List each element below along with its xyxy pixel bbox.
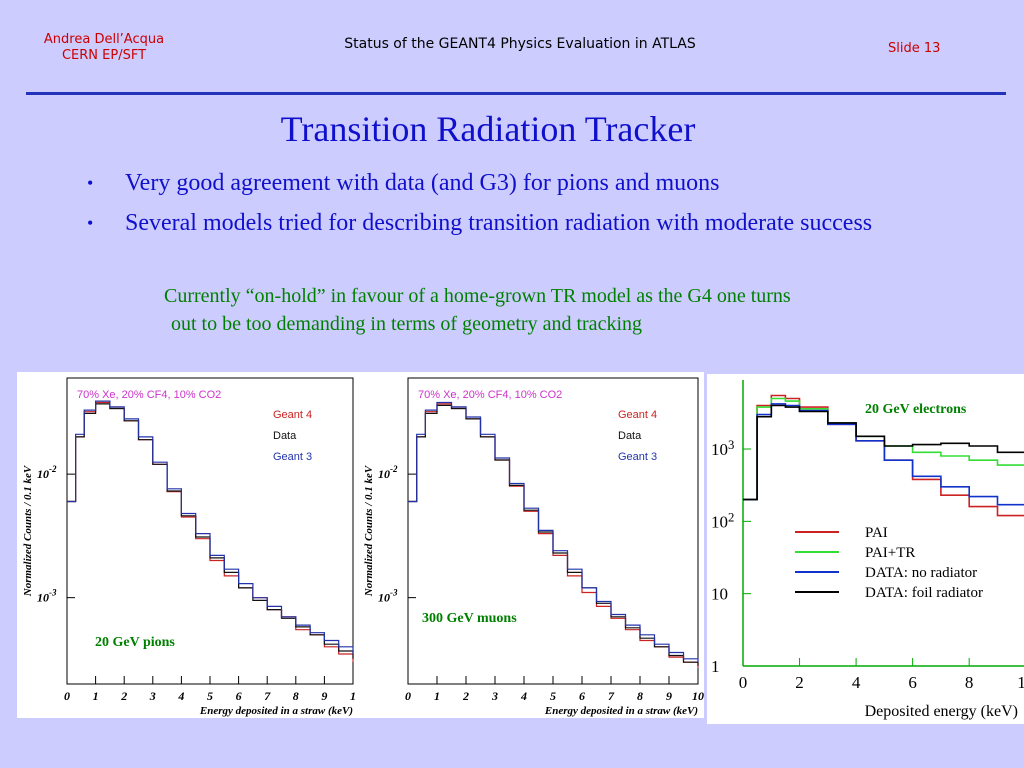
slide-number: Slide 13 — [888, 41, 941, 56]
chart-muons: 0 1 2 3 4 5 6 7 8 9 10 10-2 10-3 Energy deposited in … — [358, 372, 704, 718]
x-tick-label: 3 — [149, 689, 156, 703]
author-affiliation: CERN EP/SFT — [61, 48, 147, 63]
y-axis-label: Normalized Counts / 0.1 keV — [363, 464, 375, 597]
bullet-text: Very good agreement with data (and G3) f… — [125, 170, 720, 196]
x-tick-label: 7 — [264, 689, 271, 703]
x-tick-label: 2 — [795, 673, 804, 692]
x-tick-label: 4 — [520, 689, 527, 703]
author-label: Andrea Dell’Acqua CERN EP/SFT — [40, 32, 168, 64]
y-tick-label: 10-2 — [37, 464, 57, 481]
x-tick-label: 5 — [207, 689, 213, 703]
x-tick-label: 1 — [93, 689, 99, 703]
x-tick-label: 9 — [666, 689, 672, 703]
x-tick-label: 10 — [692, 689, 704, 703]
presentation-title: Status of the GEANT4 Physics Evaluation … — [344, 36, 696, 52]
legend-label: Data — [618, 430, 642, 442]
chart-pions: 0 1 2 3 4 5 6 7 8 9 1 10-2 10-3 Energy deposited in a… — [17, 372, 359, 718]
x-tick-label: 6 — [908, 673, 917, 692]
annotation-label: 20 GeV pions — [95, 635, 175, 650]
bullet-icon: • — [87, 173, 94, 193]
annotation-label: 20 GeV electrons — [865, 402, 967, 417]
y-tick-label: 10-3 — [37, 588, 57, 605]
x-tick-label: 0 — [739, 673, 748, 692]
sub-note-line: out to be too demanding in terms of geom… — [171, 313, 642, 335]
legend-label: PAI — [865, 525, 888, 541]
series-line — [67, 400, 354, 654]
x-tick-label: 4 — [177, 689, 184, 703]
y-axis-label: Normalized Counts / 0.1 keV — [22, 464, 34, 597]
x-tick-label: 3 — [491, 689, 498, 703]
x-tick-label: 1 — [434, 689, 440, 703]
chart-electrons: 0 2 4 6 8 10 1 10 102 103 Deposited energy (keV) 20… — [707, 374, 1024, 724]
y-tick-label: 10-3 — [378, 588, 398, 605]
legend-label: Data — [273, 430, 297, 442]
y-tick-label: 102 — [711, 510, 734, 531]
x-tick-label: 10 — [1017, 673, 1024, 692]
author-name: Andrea Dell’Acqua — [43, 32, 165, 47]
legend-label: Geant 4 — [618, 409, 657, 421]
header-divider — [26, 92, 1006, 95]
sub-note-line: Currently “on-hold” in favour of a home-… — [164, 285, 791, 307]
y-tick-label: 1 — [711, 657, 720, 676]
legend-label: DATA: foil radiator — [865, 585, 983, 601]
legend-label: DATA: no radiator — [865, 565, 977, 581]
gas-mixture-label: 70% Xe, 20% CF4, 10% CO2 — [77, 389, 221, 401]
x-axis-label: Deposited energy (keV) — [865, 703, 1018, 720]
x-tick-label: 6 — [236, 689, 242, 703]
x-axis-label: Energy deposited in a straw (keV) — [544, 705, 698, 717]
x-tick-label: 8 — [637, 689, 643, 703]
y-tick-label: 10 — [711, 585, 728, 604]
x-tick-label: 9 — [321, 689, 327, 703]
x-tick-label: 8 — [965, 673, 974, 692]
legend-label: Geant 3 — [618, 451, 657, 463]
x-tick-label: 4 — [852, 673, 861, 692]
x-tick-label: 0 — [405, 689, 411, 703]
x-axis-label: Energy deposited in a straw (keV) — [199, 705, 353, 717]
annotation-label: 300 GeV muons — [422, 611, 517, 626]
series-line — [408, 401, 699, 663]
x-tick-label: 5 — [550, 689, 556, 703]
x-tick-label: 6 — [579, 689, 585, 703]
slide-title: Transition Radiation Tracker — [280, 109, 696, 149]
legend-label: Geant 4 — [273, 409, 312, 421]
series-line — [743, 404, 1024, 501]
x-tick-label: 8 — [293, 689, 299, 703]
x-tick-label: 2 — [120, 689, 127, 703]
x-tick-label: 0 — [64, 689, 70, 703]
legend-label: Geant 3 — [273, 451, 312, 463]
plot-frame — [66, 377, 354, 685]
bullet-item: • Very good agreement with data (and G3) … — [87, 167, 995, 199]
bullet-text: Several models tried for describing tran… — [125, 210, 873, 236]
bullet-icon: • — [87, 213, 94, 233]
x-tick-label: 2 — [462, 689, 469, 703]
y-tick-label: 103 — [711, 438, 734, 459]
bullet-item: • Several models tried for describing tra… — [87, 207, 945, 239]
gas-mixture-label: 70% Xe, 20% CF4, 10% CO2 — [418, 389, 562, 401]
x-tick-label: 7 — [608, 689, 615, 703]
legend-label: PAI+TR — [865, 545, 915, 561]
y-tick-label: 10-2 — [378, 464, 398, 481]
x-tick-label: 1 — [350, 689, 356, 703]
